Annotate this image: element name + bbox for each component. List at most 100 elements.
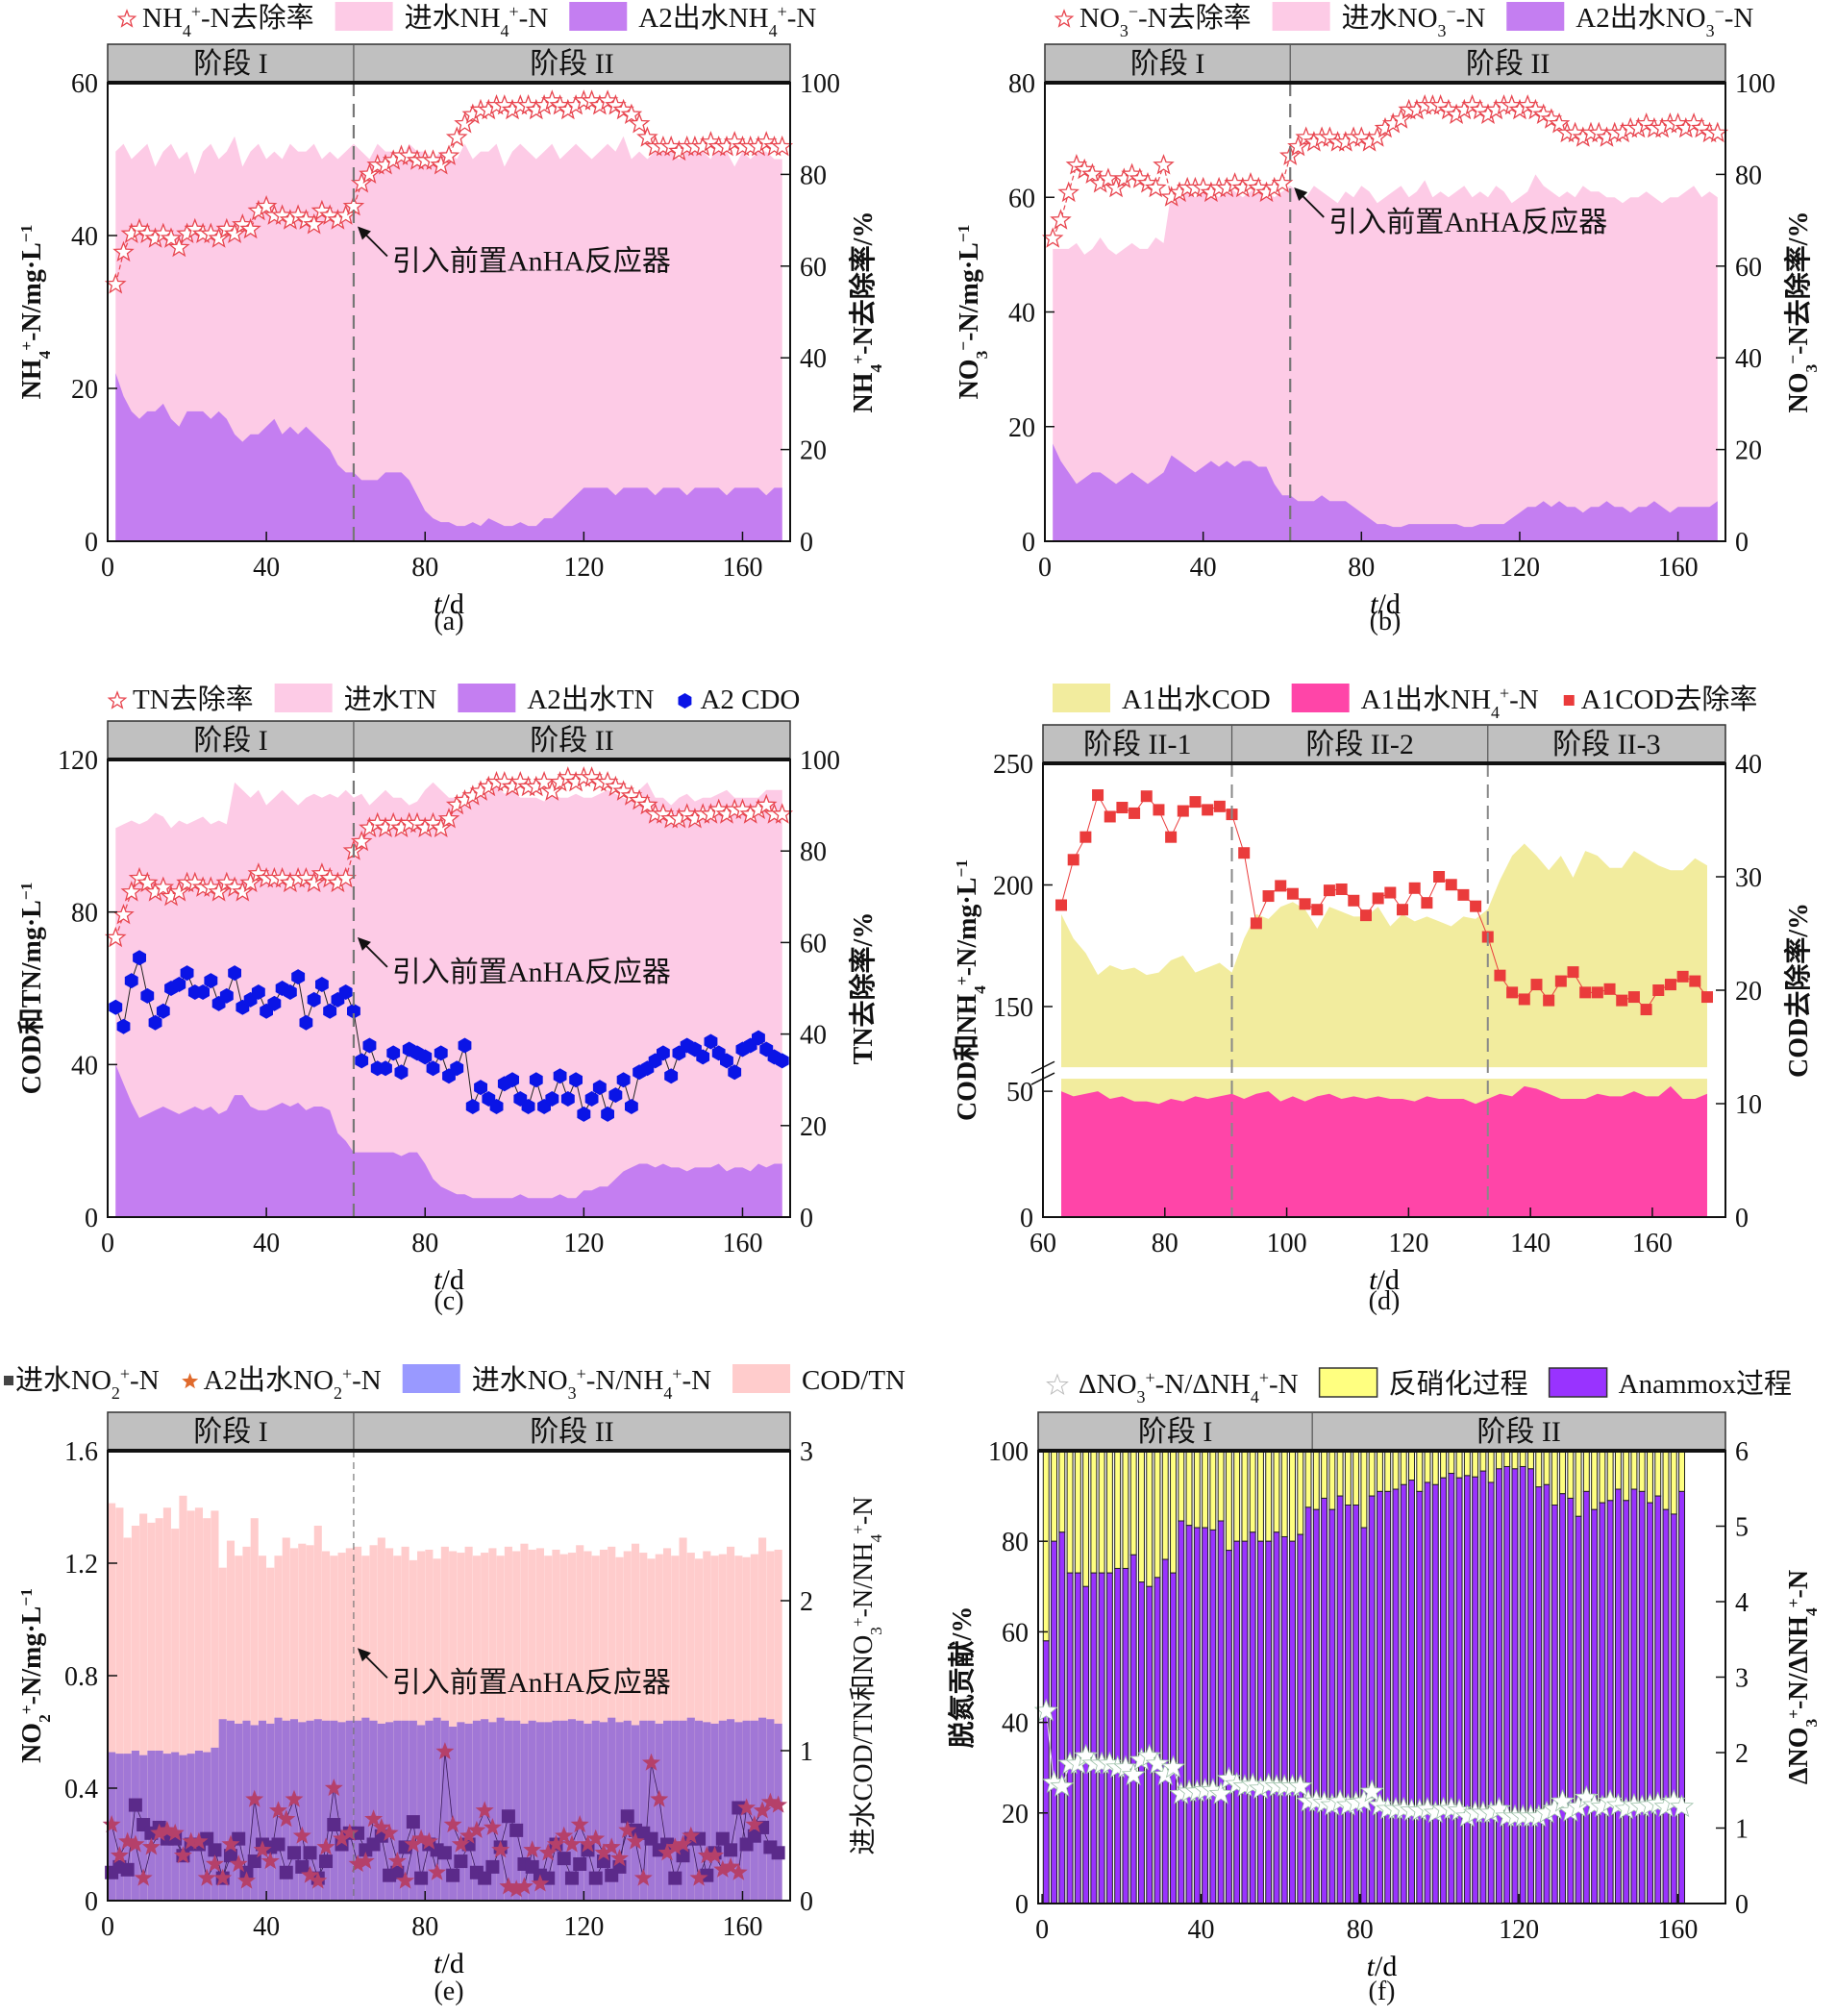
legend-item: A1出水NH4+-N xyxy=(1291,684,1539,722)
cdo-point xyxy=(657,1045,670,1061)
cdo-point xyxy=(219,987,234,1004)
eff-no2-point xyxy=(737,1798,757,1816)
x-tick-label: 120 xyxy=(1388,1229,1428,1258)
inf-no2-point xyxy=(724,1843,738,1857)
cdo-point xyxy=(450,1060,464,1077)
no3-nh4-bar xyxy=(242,1720,251,1901)
y-tick-label-right: 4 xyxy=(1735,1588,1749,1618)
anammox-bar xyxy=(1455,1477,1463,1904)
x-axis-label: t/d xyxy=(434,588,464,620)
x-axis-label: t/d xyxy=(434,1264,464,1296)
legend-swatch xyxy=(402,1364,460,1393)
anammox-bar xyxy=(1463,1475,1471,1904)
anammox-bar xyxy=(1289,1540,1296,1904)
cdo-point xyxy=(315,977,329,992)
x-tick-label: 120 xyxy=(563,1229,604,1258)
eff-no2-point xyxy=(301,1865,319,1883)
eff-no2-point xyxy=(324,1779,343,1797)
stage-bar-background xyxy=(107,1411,791,1452)
panel-letter: (e) xyxy=(434,1977,463,2006)
y-tick-label-left: 0 xyxy=(1022,528,1035,558)
cod-removal-point xyxy=(1372,892,1384,905)
legend-item: 进水TN xyxy=(274,684,436,715)
eff-no2-point xyxy=(285,1789,304,1807)
denitrification-bar xyxy=(1336,1450,1344,1497)
anammox-bar xyxy=(1503,1465,1511,1904)
eff-no2-point xyxy=(277,1809,296,1828)
denitrification-bar xyxy=(1582,1450,1590,1492)
star-icon xyxy=(107,690,128,709)
x-tick-label: 40 xyxy=(1187,1915,1214,1945)
no3-nh4-bar xyxy=(647,1720,656,1901)
y-axis-label-right: ΔNO3+-N/ΔNH4+-N xyxy=(1784,1570,1821,1784)
y-tick-label-left: 0.8 xyxy=(64,1662,98,1692)
x-axis-label: t/d xyxy=(434,1948,464,1979)
cod-removal-point xyxy=(1676,970,1689,983)
removal-point xyxy=(152,876,175,897)
denitrification-bar xyxy=(1519,1450,1526,1467)
anammox-bar xyxy=(1185,1525,1193,1904)
removal-point xyxy=(1706,121,1729,143)
legend-item: A2出水NO2+-N xyxy=(182,1364,382,1403)
denitrification-bar xyxy=(1678,1450,1686,1492)
y-tick-label-left: 20 xyxy=(1008,413,1035,443)
y-tick-label-right: 40 xyxy=(1735,344,1762,374)
denitrification-bar xyxy=(1384,1450,1392,1492)
no3-nh4-bar xyxy=(123,1754,132,1901)
cod-removal-point xyxy=(1250,917,1262,930)
cod-removal-point xyxy=(1275,880,1287,892)
axis-break-gap xyxy=(1028,1067,1725,1080)
cod-removal-point xyxy=(1213,800,1226,812)
eff-no2-point xyxy=(110,1846,129,1864)
anammox-bar xyxy=(1344,1505,1352,1904)
denitrification-bar xyxy=(1233,1450,1241,1542)
no3-nh4-bar xyxy=(289,1719,299,1901)
legend-label: A1出水NH4+-N xyxy=(1361,684,1539,722)
denitrification-bar xyxy=(1535,1450,1543,1488)
legend-item: 进水NO3+-N/NH4+-N xyxy=(402,1364,711,1403)
anammox-bar xyxy=(1090,1572,1098,1904)
eff-no2-point xyxy=(729,1862,748,1880)
no3-nh4-bar xyxy=(599,1722,608,1901)
removal-point xyxy=(1366,126,1389,147)
legend-item: A1出水COD xyxy=(1053,684,1271,715)
y-tick-label-right: 0 xyxy=(1735,1204,1749,1233)
cdo-point xyxy=(338,984,353,1000)
star-icon xyxy=(1046,1373,1069,1396)
cod-removal-point xyxy=(1104,810,1116,823)
annotation-text: 引入前置AnHA反应器 xyxy=(1328,207,1607,238)
legend-swatch xyxy=(335,2,393,31)
cdo-point xyxy=(196,984,210,1000)
eff-no2-point xyxy=(451,1834,470,1853)
cod-removal-point xyxy=(1079,831,1092,843)
denitrification-bar xyxy=(1225,1450,1232,1552)
stage-label: 阶段 II xyxy=(530,1416,613,1448)
y-tick-label-left: 80 xyxy=(1002,1528,1029,1557)
y-tick-label-left: 80 xyxy=(71,899,98,929)
a1-cod-area xyxy=(1061,843,1707,1068)
anammox-bar xyxy=(1209,1529,1217,1904)
y-tick-label-left: 80 xyxy=(1008,69,1035,99)
anammox-bar xyxy=(1623,1500,1630,1904)
y-tick-label-right: 0 xyxy=(1735,1890,1749,1920)
denitrification-bar xyxy=(1431,1450,1439,1485)
denitrification-bar xyxy=(1193,1450,1201,1529)
denitrification-bar xyxy=(1646,1450,1653,1504)
denitrification-bar xyxy=(1368,1450,1376,1497)
legend-label: NO3−-N去除率 xyxy=(1079,2,1252,40)
no3-nh4-bar xyxy=(615,1722,624,1901)
eff-no2-point xyxy=(126,1834,145,1853)
cod-removal-point xyxy=(1335,883,1348,895)
legend-swatch xyxy=(1272,2,1330,31)
anammox-bar xyxy=(1051,1540,1058,1904)
cod-removal-point xyxy=(1384,886,1397,899)
cdo-point xyxy=(584,1091,599,1107)
denitrification-bar xyxy=(1654,1450,1662,1497)
y-tick-label-right: 100 xyxy=(1735,69,1775,99)
cod-removal-point xyxy=(1067,854,1079,866)
anammox-bar xyxy=(1392,1488,1400,1904)
eff-no2-point xyxy=(642,1753,660,1771)
legend-label: Anammox过程 xyxy=(1619,1368,1792,1400)
eff-no2-point xyxy=(459,1826,479,1844)
x-tick-label: 0 xyxy=(101,1229,114,1258)
